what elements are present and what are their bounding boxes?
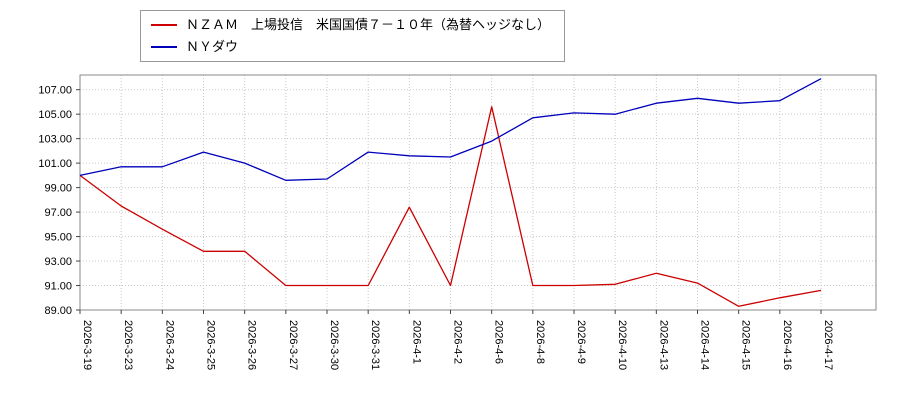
svg-text:95.00: 95.00: [44, 232, 72, 244]
y-axis-labels: 89.00 91.00 93.00 95.00 97.00 99.00 101.00 103.…: [38, 85, 72, 317]
svg-text:2026-4-17: 2026-4-17: [822, 320, 834, 370]
legend-item-nydow: ＮＹダウ: [151, 39, 550, 55]
gridlines: [79, 75, 876, 311]
x-axis-labels: 2026-3-19 2026-3-23 2026-3-24 2026-3-25 2026…: [81, 320, 834, 370]
svg-text:2026-3-27: 2026-3-27: [287, 320, 299, 370]
svg-text:107.00: 107.00: [38, 85, 72, 97]
nzam-line-swatch: [151, 24, 177, 26]
svg-text:97.00: 97.00: [44, 207, 72, 219]
svg-text:99.00: 99.00: [44, 183, 72, 195]
svg-text:2026-3-19: 2026-3-19: [81, 320, 93, 370]
svg-text:93.00: 93.00: [44, 256, 72, 268]
svg-text:2026-4-16: 2026-4-16: [781, 320, 793, 370]
svg-text:2026-4-1: 2026-4-1: [410, 320, 422, 364]
svg-text:2026-3-25: 2026-3-25: [205, 320, 217, 370]
svg-text:2026-3-31: 2026-3-31: [369, 320, 381, 370]
svg-text:103.00: 103.00: [38, 134, 72, 146]
nzam-legend-label: ＮＺＡＭ 上場投信 米国国債７－１０年（為替ヘッジなし）: [186, 17, 551, 32]
svg-text:2026-4-6: 2026-4-6: [493, 320, 505, 364]
svg-text:2026-4-13: 2026-4-13: [657, 320, 669, 370]
svg-text:91.00: 91.00: [44, 281, 72, 293]
nydow-line-swatch: [151, 46, 177, 48]
svg-text:2026-3-23: 2026-3-23: [122, 320, 134, 370]
svg-text:2026-4-9: 2026-4-9: [575, 320, 587, 364]
svg-text:105.00: 105.00: [38, 109, 72, 121]
series-line-0: [79, 106, 822, 307]
axis-ticks: [76, 89, 822, 314]
plot-border: [79, 74, 877, 311]
svg-text:2026-4-2: 2026-4-2: [452, 320, 464, 364]
series-line-1: [79, 78, 822, 181]
svg-text:2026-3-24: 2026-3-24: [163, 320, 175, 370]
svg-text:2026-4-10: 2026-4-10: [616, 320, 628, 370]
legend-item-nzam: ＮＺＡＭ 上場投信 米国国債７－１０年（為替ヘッジなし）: [151, 17, 550, 33]
svg-text:2026-3-30: 2026-3-30: [328, 320, 340, 370]
svg-text:2026-4-8: 2026-4-8: [534, 320, 546, 364]
svg-text:101.00: 101.00: [38, 158, 72, 170]
nydow-legend-label: ＮＹダウ: [186, 39, 239, 54]
svg-text:89.00: 89.00: [44, 305, 72, 317]
svg-text:2026-4-15: 2026-4-15: [740, 320, 752, 370]
svg-text:2026-4-14: 2026-4-14: [699, 320, 711, 370]
legend: ＮＺＡＭ 上場投信 米国国債７－１０年（為替ヘッジなし） ＮＹダウ: [140, 10, 566, 62]
svg-text:2026-3-26: 2026-3-26: [246, 320, 258, 370]
